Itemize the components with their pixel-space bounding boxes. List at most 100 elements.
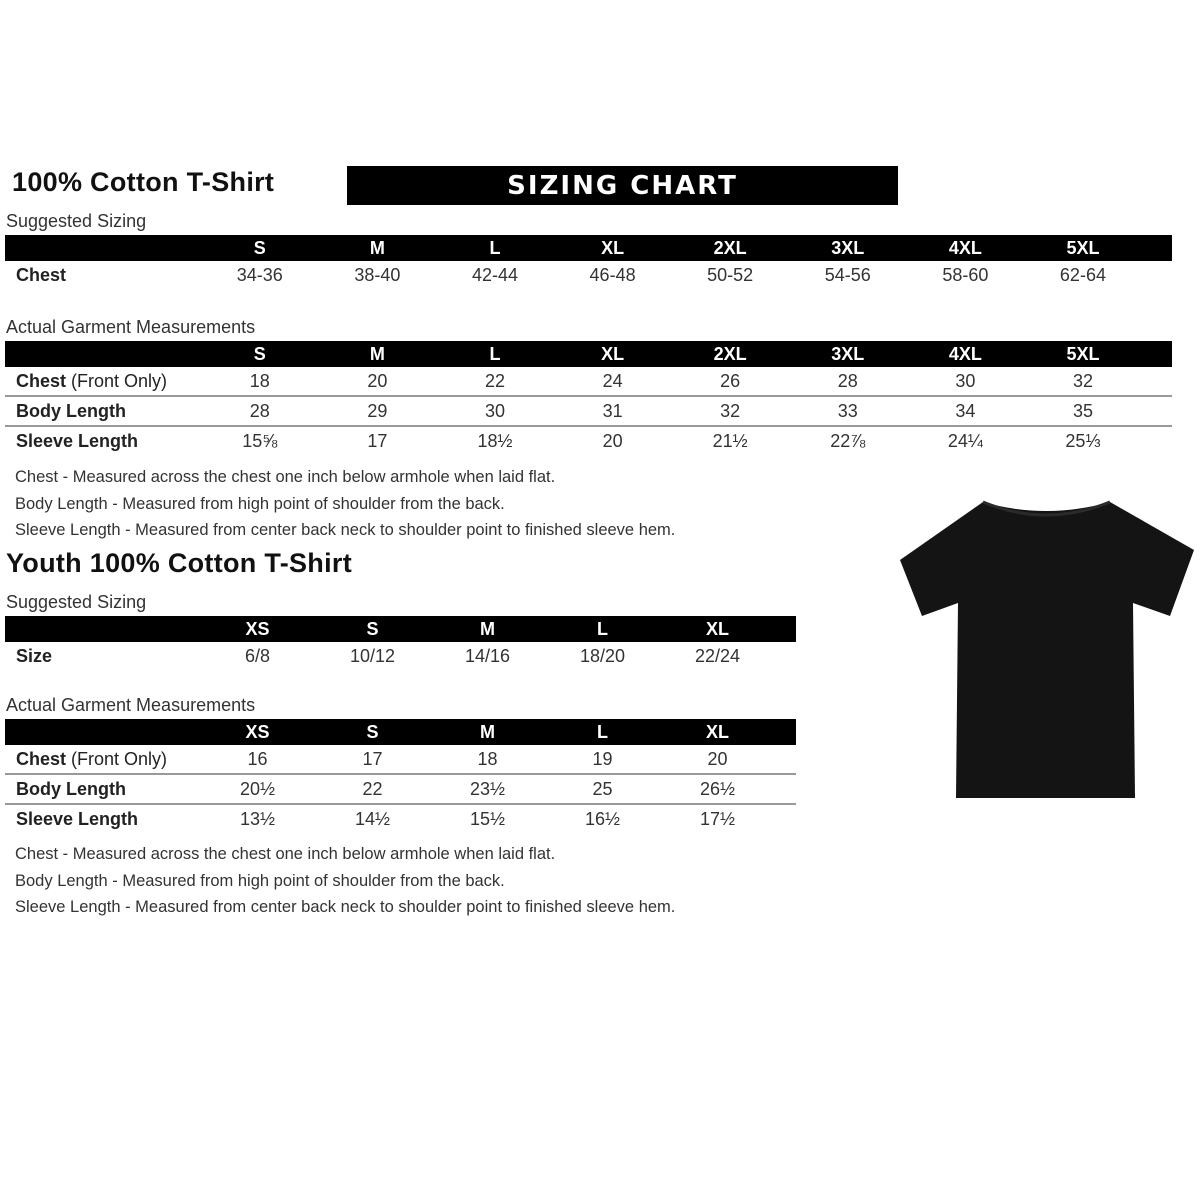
table-cell: 17 xyxy=(362,748,383,769)
table-cell: 14½ xyxy=(354,808,391,829)
size-header: XL xyxy=(601,237,625,258)
table-cell: 22/24 xyxy=(694,645,741,666)
size-header: XL xyxy=(705,618,729,639)
row-label-text: Body Length xyxy=(16,778,126,799)
size-header: M xyxy=(369,237,385,258)
table-cell: 10/12 xyxy=(349,645,396,666)
row-label-text: Chest xyxy=(16,370,67,391)
row-label: Sleeve Length xyxy=(5,431,201,452)
table-cell: 18 xyxy=(477,748,498,769)
row-label-text: Sleeve Length xyxy=(16,808,139,829)
row-label: Chest xyxy=(5,265,201,286)
size-header: S xyxy=(253,343,266,364)
table-cell: 20 xyxy=(367,370,388,391)
table-cell: 50-52 xyxy=(707,264,754,285)
table-cell: 34-36 xyxy=(236,264,283,285)
table-cell: 30 xyxy=(484,400,505,421)
adult-actual-table: S M L XL 2XL 3XL 4XL 5XL Chest (Front Only) 18 20 2… xyxy=(5,341,1172,455)
size-header: L xyxy=(597,721,608,742)
size-header: S xyxy=(253,237,266,258)
note-body-length: Body Length - Measured from high point o… xyxy=(15,494,505,513)
youth-suggested-label: Suggested Sizing xyxy=(6,592,147,612)
table-cell: 25⅓ xyxy=(1065,430,1101,451)
size-header: L xyxy=(489,343,501,364)
table-row: Chest (Front Only) 18 20 22 24 26 28 30 32 xyxy=(5,367,1172,397)
row-label: Body Length xyxy=(5,401,201,422)
table-cell: 20 xyxy=(602,430,623,451)
youth-title: Youth 100% Cotton T-Shirt xyxy=(6,548,352,578)
table-cell: 15⅝ xyxy=(242,430,278,451)
size-header: L xyxy=(597,618,608,639)
table-cell: 24¼ xyxy=(947,430,983,451)
table-cell: 42-44 xyxy=(471,264,518,285)
row-label-text: Body Length xyxy=(16,400,126,421)
table-row: Body Length 20½ 22 23½ 25 26½ xyxy=(5,775,796,805)
table-cell: 21½ xyxy=(712,430,748,451)
table-cell: 54-56 xyxy=(824,264,871,285)
table-cell: 6/8 xyxy=(244,645,271,666)
size-header: XS xyxy=(245,721,270,742)
table-cell: 29 xyxy=(367,400,388,421)
row-label: Body Length xyxy=(5,779,200,800)
note-chest: Chest - Measured across the chest one in… xyxy=(15,845,556,863)
adult-title: 100% Cotton T-Shirt xyxy=(12,167,275,197)
table-cell: 32 xyxy=(1072,370,1093,391)
size-header: M xyxy=(480,721,495,742)
size-header: S xyxy=(366,618,379,639)
adult-suggested-label: Suggested Sizing xyxy=(6,211,147,231)
row-label: Chest (Front Only) xyxy=(5,749,200,770)
youth-actual-label: Actual Garment Measurements xyxy=(6,695,256,715)
table-cell: 20 xyxy=(707,748,728,769)
size-header: XL xyxy=(601,343,625,364)
size-header: XS xyxy=(245,618,270,639)
size-header-row: S M L XL 2XL 3XL 4XL 5XL xyxy=(5,235,1172,261)
table-cell: 22⅞ xyxy=(830,430,866,451)
adult-suggested-table: S M L XL 2XL 3XL 4XL 5XL Chest 34-36 38-40 42-44 46-… xyxy=(5,235,1172,289)
youth-notes: Chest - Measured across the chest one in… xyxy=(15,841,675,921)
youth-actual-table: XS S M L XL Chest (Front Only) 16 17 18 19 20 Body … xyxy=(5,719,796,833)
row-label-text: Chest xyxy=(16,748,67,769)
size-header: L xyxy=(489,237,501,258)
table-cell: 16½ xyxy=(584,808,621,829)
table-cell: 58-60 xyxy=(942,264,989,285)
size-header-row: XS S M L XL xyxy=(5,616,796,642)
sizing-chart-banner: SIZING CHART xyxy=(347,166,898,205)
table-cell: 25 xyxy=(592,778,613,799)
table-row: Chest (Front Only) 16 17 18 19 20 xyxy=(5,745,796,775)
size-header-row: XS S M L XL xyxy=(5,719,796,745)
table-cell: 16 xyxy=(247,748,268,769)
table-cell: 62-64 xyxy=(1059,264,1106,285)
size-header: M xyxy=(369,343,385,364)
row-label: Size xyxy=(5,646,200,667)
size-header: 2XL xyxy=(713,343,747,364)
table-cell: 14/16 xyxy=(464,645,511,666)
table-cell: 22 xyxy=(484,370,505,391)
table-cell: 24 xyxy=(602,370,623,391)
table-row: Size 6/8 10/12 14/16 18/20 22/24 xyxy=(5,642,796,670)
size-header-row: S M L XL 2XL 3XL 4XL 5XL xyxy=(5,341,1172,367)
table-cell: 38-40 xyxy=(354,264,401,285)
table-row: Sleeve Length 13½ 14½ 15½ 16½ 17½ xyxy=(5,805,796,833)
table-cell: 46-48 xyxy=(589,264,636,285)
row-label-suffix: (Front Only) xyxy=(66,370,168,391)
note-sleeve-length: Sleeve Length - Measured from center bac… xyxy=(15,898,676,916)
table-cell: 31 xyxy=(602,400,623,421)
table-cell: 26 xyxy=(720,370,741,391)
table-cell: 22 xyxy=(362,778,383,799)
size-header: 4XL xyxy=(948,343,982,364)
size-header: M xyxy=(480,618,495,639)
table-cell: 13½ xyxy=(239,808,276,829)
tshirt-icon xyxy=(900,500,1194,798)
adult-actual-label: Actual Garment Measurements xyxy=(6,317,256,337)
row-label-suffix: (Front Only) xyxy=(66,748,168,769)
table-cell: 18 xyxy=(249,370,270,391)
table-cell: 17 xyxy=(367,430,388,451)
table-cell: 23½ xyxy=(469,778,506,799)
table-row: Body Length 28 29 30 31 32 33 34 35 xyxy=(5,397,1172,427)
size-header: XL xyxy=(705,721,729,742)
table-cell: 18/20 xyxy=(579,645,626,666)
size-header: 5XL xyxy=(1066,343,1100,364)
table-cell: 34 xyxy=(955,400,976,421)
table-cell: 20½ xyxy=(239,778,276,799)
size-header: 2XL xyxy=(713,237,747,258)
